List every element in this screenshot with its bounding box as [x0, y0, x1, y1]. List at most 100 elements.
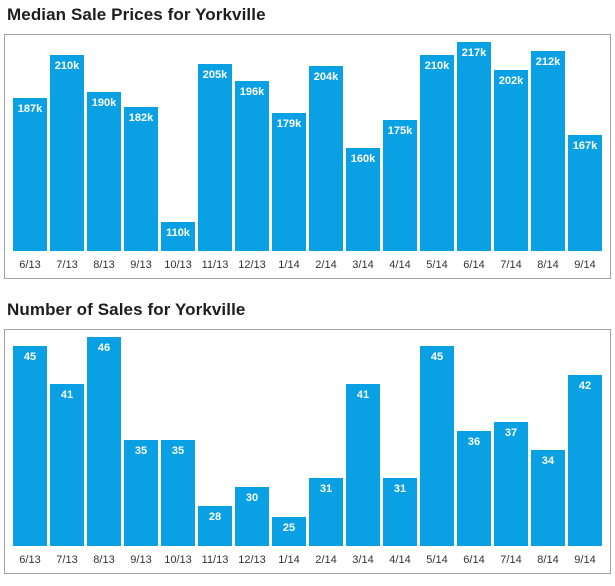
bar[interactable]: 187k [13, 98, 47, 251]
bar-value-label: 202k [498, 75, 524, 87]
bar[interactable]: 34 [531, 450, 565, 546]
x-axis-label: 3/14 [352, 553, 374, 566]
x-axis-label: 3/14 [352, 258, 374, 271]
bar[interactable]: 31 [309, 478, 343, 546]
bar[interactable]: 175k [383, 120, 417, 251]
bar[interactable]: 210k [50, 55, 84, 251]
x-axis-label: 4/14 [389, 258, 411, 271]
bar[interactable]: 202k [494, 70, 528, 251]
bar-value-label: 41 [60, 389, 74, 401]
bar[interactable]: 217k [457, 42, 491, 251]
x-axis-label: 11/13 [201, 553, 229, 566]
x-axis-label: 6/13 [19, 553, 41, 566]
median-price-chart-title: Median Sale Prices for Yorkville [7, 5, 266, 24]
bar[interactable]: 37 [494, 422, 528, 546]
bar-value-label: 41 [356, 389, 370, 401]
bar[interactable]: 25 [272, 517, 306, 546]
x-axis-label: 6/13 [19, 258, 41, 271]
x-axis-label: 4/14 [389, 553, 411, 566]
bar-value-label: 196k [239, 86, 265, 98]
bar[interactable]: 205k [198, 64, 232, 251]
x-axis-label: 11/13 [201, 258, 229, 271]
bar[interactable]: 182k [124, 107, 158, 251]
bar-value-label: 167k [572, 140, 598, 152]
bar[interactable]: 35 [161, 440, 195, 546]
x-axis-label: 9/13 [130, 258, 152, 271]
x-axis-label: 12/13 [238, 258, 266, 271]
x-axis-label: 1/14 [278, 258, 300, 271]
x-axis-label: 10/13 [164, 553, 192, 566]
x-axis-label: 6/14 [463, 258, 485, 271]
x-axis-label: 7/13 [56, 553, 78, 566]
bar-value-label: 46 [97, 342, 111, 354]
bar-value-label: 182k [128, 112, 154, 124]
bar-value-label: 36 [467, 436, 481, 448]
bar[interactable]: 45 [420, 346, 454, 546]
bar[interactable]: 167k [568, 135, 602, 251]
bar-value-label: 35 [134, 445, 148, 457]
x-axis-label: 8/14 [537, 553, 559, 566]
bar[interactable]: 41 [50, 384, 84, 546]
bar-value-label: 217k [461, 47, 487, 59]
bar-value-label: 28 [208, 511, 222, 523]
x-axis-label: 9/13 [130, 553, 152, 566]
x-axis-label: 8/13 [93, 258, 115, 271]
bar[interactable]: 42 [568, 375, 602, 546]
x-axis-label: 12/13 [238, 553, 266, 566]
bar[interactable]: 35 [124, 440, 158, 546]
bar[interactable]: 41 [346, 384, 380, 546]
bar-value-label: 110k [166, 227, 190, 239]
x-axis-label: 2/14 [315, 258, 337, 271]
plot-area: 187k 210k 190k 182k 110k 205k 196k 179k 204k 160k… [5, 35, 610, 251]
x-axis-label: 6/14 [463, 553, 485, 566]
x-axis-label: 10/13 [164, 258, 192, 271]
bar-value-label: 204k [313, 71, 339, 83]
bar[interactable]: 46 [87, 337, 121, 546]
x-axis-label: 8/13 [93, 553, 115, 566]
x-axis: 6/13 7/13 8/13 9/13 10/13 11/13 12/13 1/14 2/14 3… [5, 251, 610, 278]
bar[interactable]: 160k [346, 148, 380, 251]
bar[interactable]: 196k [235, 81, 269, 251]
bar-value-label: 30 [245, 492, 259, 504]
bar-value-label: 210k [54, 60, 80, 72]
sales-count-chart-panel: 45 41 46 35 35 28 30 25 31 41 31 45 36 37 34 42 6/13 7/13… [4, 329, 611, 574]
sales-count-chart-section: Number of Sales for Yorkville 45 41 46 35 35… [4, 299, 611, 574]
x-axis-label: 7/14 [500, 553, 522, 566]
bar-value-label: 179k [276, 118, 302, 130]
bar[interactable]: 36 [457, 431, 491, 546]
bar-value-label: 31 [393, 483, 407, 495]
x-axis-label: 2/14 [315, 553, 337, 566]
plot-area: 45 41 46 35 35 28 30 25 31 41 31 45 36 37 34 42 [5, 330, 610, 546]
bar[interactable]: 110k [161, 222, 195, 251]
bar-value-label: 210k [424, 60, 450, 72]
bar-value-label: 190k [91, 97, 117, 109]
bar[interactable]: 30 [235, 487, 269, 546]
bar[interactable]: 204k [309, 66, 343, 251]
bar-value-label: 31 [319, 483, 333, 495]
bar[interactable]: 45 [13, 346, 47, 546]
bar-value-label: 45 [23, 351, 37, 363]
bar[interactable]: 212k [531, 51, 565, 251]
bar-value-label: 35 [171, 445, 185, 457]
bar-value-label: 175k [387, 125, 413, 137]
bar[interactable]: 31 [383, 478, 417, 546]
bar[interactable]: 179k [272, 113, 306, 251]
bar[interactable]: 28 [198, 506, 232, 546]
bar-value-label: 37 [504, 427, 518, 439]
x-axis-label: 5/14 [426, 258, 448, 271]
x-axis-label: 5/14 [426, 553, 448, 566]
x-axis-label: 8/14 [537, 258, 559, 271]
sales-count-chart-title: Number of Sales for Yorkville [7, 300, 246, 319]
bar-value-label: 25 [282, 522, 296, 534]
bar-value-label: 205k [202, 69, 228, 81]
bar-value-label: 160k [350, 153, 376, 165]
x-axis-label: 7/14 [500, 258, 522, 271]
bar[interactable]: 190k [87, 92, 121, 251]
bar-value-label: 34 [541, 455, 555, 467]
bar-value-label: 42 [578, 380, 592, 392]
x-axis-label: 9/14 [574, 553, 596, 566]
bar[interactable]: 210k [420, 55, 454, 251]
x-axis-label: 9/14 [574, 258, 596, 271]
median-price-chart-panel: 187k 210k 190k 182k 110k 205k 196k 179k 204k 160k… [4, 34, 611, 279]
